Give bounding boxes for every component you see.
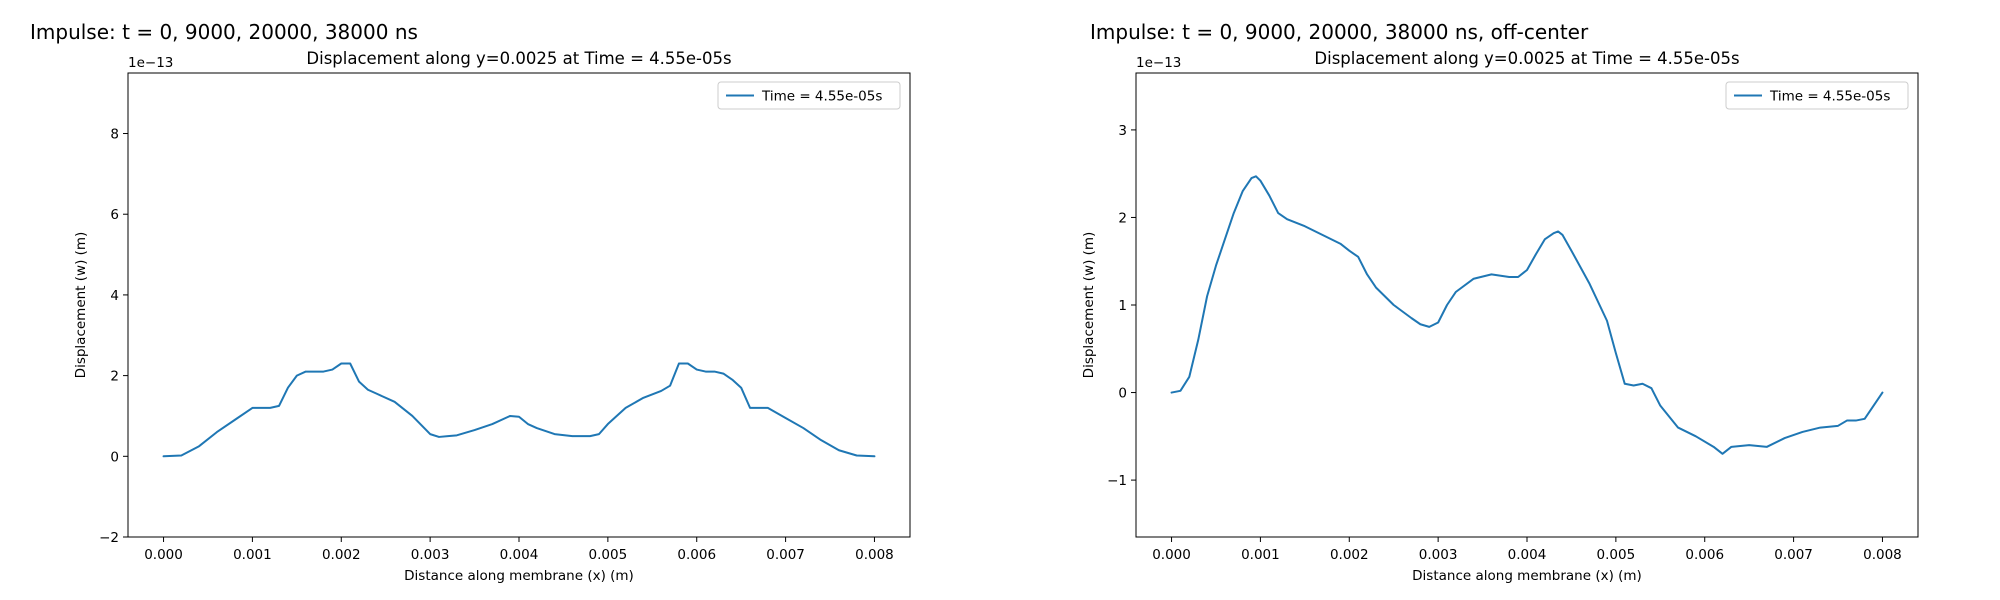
- y-tick-label: −1: [1107, 473, 1127, 489]
- y-tick-label: 4: [110, 288, 119, 304]
- legend: Time = 4.55e-05s: [717, 81, 901, 110]
- x-tick-label: 0.008: [855, 547, 894, 563]
- x-tick-label: 0.002: [1330, 547, 1369, 563]
- x-axis-label: Distance along membrane (x) (m): [1412, 568, 1642, 584]
- y-tick-label: 0: [1118, 386, 1127, 402]
- x-tick-label: 0.005: [589, 547, 628, 563]
- y-tick-label: 2: [1118, 210, 1127, 226]
- x-tick-label: 0.001: [1241, 547, 1280, 563]
- x-tick-label: 0.008: [1863, 547, 1902, 563]
- y-axis-label: Displacement (w) (m): [1081, 232, 1097, 379]
- y-offset-text: 1e−13: [128, 55, 173, 71]
- y-tick-label: −2: [99, 530, 119, 546]
- series-line-0: [162, 362, 876, 458]
- x-tick-label: 0.007: [1774, 547, 1813, 563]
- x-tick-label: 0.000: [1152, 547, 1191, 563]
- chart-title: Displacement along y=0.0025 at Time = 4.…: [306, 49, 731, 68]
- y-axis-label: Displacement (w) (m): [73, 232, 89, 379]
- figure-title-right: Impulse: t = 0, 9000, 20000, 38000 ns, o…: [1090, 20, 1589, 44]
- x-tick-label: 0.006: [677, 547, 716, 563]
- plot-frame: [1135, 72, 1919, 538]
- y-tick-label: 3: [1118, 123, 1127, 139]
- x-tick-label: 0.003: [411, 547, 450, 563]
- x-axis-label: Distance along membrane (x) (m): [404, 568, 634, 584]
- y-tick-label: 8: [110, 127, 119, 143]
- legend-box: [717, 81, 901, 110]
- y-offset-text: 1e−13: [1136, 55, 1181, 71]
- x-tick-label: 0.001: [233, 547, 272, 563]
- y-tick-label: 1: [1118, 298, 1127, 314]
- legend: Time = 4.55e-05s: [1725, 81, 1909, 110]
- figure-title-left: Impulse: t = 0, 9000, 20000, 38000 ns: [30, 20, 418, 44]
- series-line-0: [1170, 175, 1884, 455]
- legend-label: Time = 4.55e-05s: [1769, 89, 1890, 105]
- x-tick-label: 0.006: [1685, 547, 1724, 563]
- legend-label: Time = 4.55e-05s: [761, 89, 882, 105]
- x-tick-label: 0.004: [500, 547, 539, 563]
- x-tick-label: 0.003: [1419, 547, 1458, 563]
- x-tick-label: 0.004: [1508, 547, 1547, 563]
- y-tick-label: 6: [110, 207, 119, 223]
- legend-box: [1725, 81, 1909, 110]
- x-tick-label: 0.000: [144, 547, 183, 563]
- y-tick-label: 0: [110, 449, 119, 465]
- chart-title: Displacement along y=0.0025 at Time = 4.…: [1314, 49, 1739, 68]
- y-tick-label: 2: [110, 369, 119, 385]
- x-tick-label: 0.005: [1597, 547, 1636, 563]
- x-tick-label: 0.002: [322, 547, 361, 563]
- x-tick-label: 0.007: [766, 547, 805, 563]
